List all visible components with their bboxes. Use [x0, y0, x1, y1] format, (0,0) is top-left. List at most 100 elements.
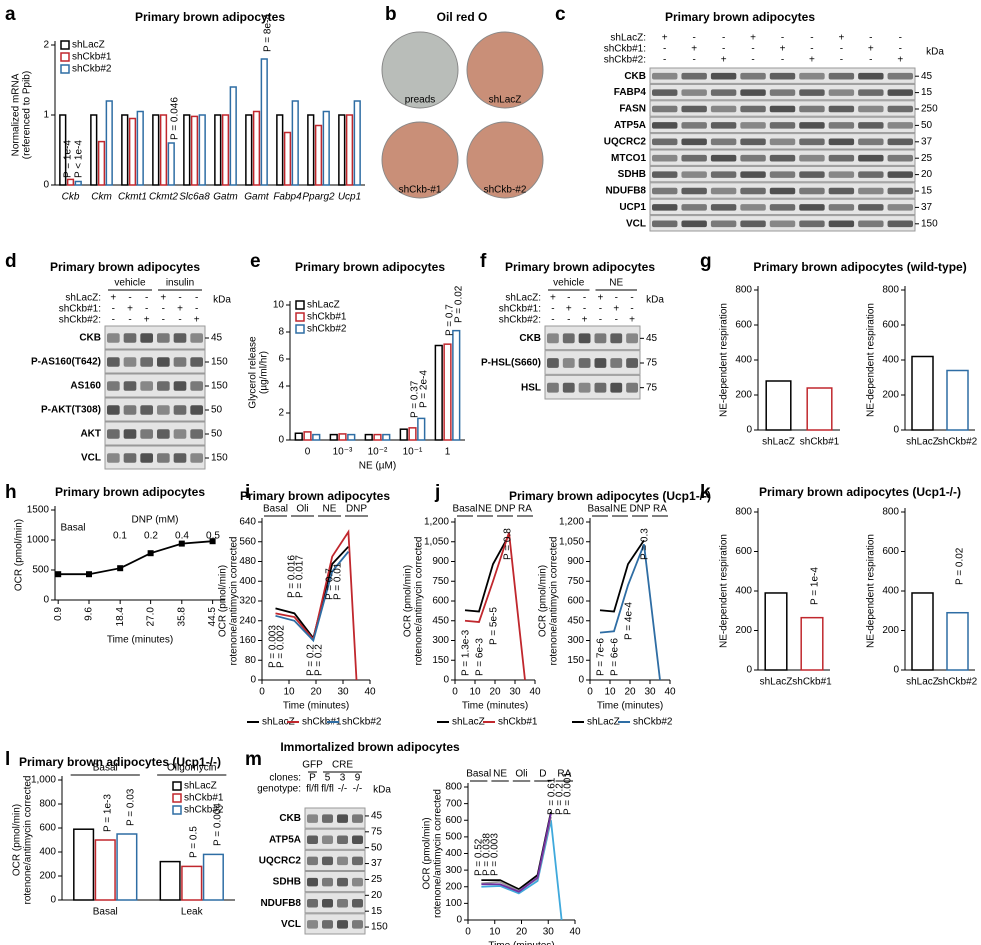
- kda-label: 50: [371, 842, 383, 853]
- line: [481, 820, 563, 921]
- x-tick-label: 20: [489, 687, 501, 698]
- blot-band: [681, 187, 707, 195]
- annotation: P = 4e-4: [624, 602, 635, 640]
- blot-band: [858, 204, 884, 211]
- x-axis-label: Time (minutes): [488, 941, 554, 945]
- blot-band: [740, 171, 766, 178]
- y-tick-label: 1,200: [424, 517, 449, 528]
- y-tick-label: 500: [445, 832, 462, 843]
- blot-band: [123, 453, 137, 463]
- y-tick-label: 0: [893, 665, 899, 676]
- panel-letter: b: [385, 4, 397, 25]
- legend-swatch: [295, 324, 305, 334]
- y-tick-label: 0: [250, 675, 256, 686]
- annotation: P = 6e-3: [475, 638, 486, 676]
- blot-band: [157, 333, 170, 343]
- lane-cell: -: [840, 44, 843, 55]
- blot-band: [652, 122, 678, 129]
- y-tick-label: 800: [882, 285, 899, 296]
- blot-band: [887, 89, 913, 96]
- y-axis-label: OCR (pmol/min): [422, 817, 433, 889]
- legend-label: shCkb#2: [342, 717, 382, 728]
- panel-letter: h: [5, 482, 17, 503]
- blot-band: [190, 381, 203, 391]
- x-tick-label: 10: [283, 687, 295, 698]
- lane-cell: -: [810, 33, 813, 44]
- row-label: shCkb#1:: [604, 44, 646, 55]
- blot-band: [352, 835, 363, 844]
- x-tick-label: Gatm: [213, 192, 237, 203]
- legend-label: shCkb#2: [307, 324, 347, 335]
- annotation: P = 0.5: [189, 826, 200, 858]
- blot-band: [710, 72, 737, 80]
- x-tick-label: shLacZ: [906, 677, 939, 688]
- band-label: MTCO1: [611, 153, 646, 164]
- phase-label: RA: [653, 504, 667, 515]
- y-tick-label: 400: [735, 355, 752, 366]
- chart-title: Primary brown adipocytes (Ucp1-/-): [509, 489, 711, 503]
- lane-cell: -: [751, 44, 754, 55]
- band-label: CKB: [279, 813, 301, 824]
- y-tick-label: 0: [746, 425, 752, 436]
- bar: [97, 140, 106, 186]
- y-axis-label: rotenone/antimycin corrected: [414, 537, 425, 666]
- legend-swatch: [60, 64, 70, 74]
- x-tick-label: Ckmt2: [149, 192, 178, 203]
- x-tick-label: 1: [445, 447, 451, 458]
- well: [466, 31, 544, 109]
- blot-band: [828, 138, 855, 146]
- lane-cell: -: [162, 315, 165, 326]
- bar: [307, 114, 315, 186]
- x-tick-label: 18.4: [115, 607, 126, 627]
- blot-band: [710, 154, 737, 162]
- y-tick-label: 800: [735, 285, 752, 296]
- blot-band: [337, 899, 348, 908]
- lane-cell: +: [897, 55, 903, 66]
- kda-label: 45: [921, 71, 933, 82]
- x-tick-label: 0: [587, 687, 593, 698]
- blot-strip: [304, 913, 366, 935]
- blot-band: [858, 105, 884, 113]
- annotation: 0.1: [113, 531, 127, 542]
- blot-band: [740, 72, 766, 80]
- lane-cell: +: [127, 304, 133, 315]
- lane-cell: +: [613, 304, 619, 315]
- y-tick-label: 600: [567, 596, 584, 607]
- y-tick-label: 150: [432, 655, 449, 666]
- lane-cell: +: [582, 315, 588, 326]
- band-label: NDUFB8: [260, 898, 301, 909]
- x-tick-label: 0: [452, 687, 458, 698]
- blot-band: [858, 187, 884, 195]
- kda-label: 20: [371, 890, 383, 901]
- band-label: CKB: [624, 71, 646, 82]
- blot-band: [562, 382, 575, 393]
- legend-label: shCkb#2: [633, 717, 673, 728]
- bar: [373, 433, 382, 441]
- lane-cell: +: [691, 44, 697, 55]
- annotation: P = 0.2: [306, 644, 317, 676]
- blot-band: [307, 899, 318, 908]
- x-tick-label: shCkb#2: [938, 437, 978, 448]
- y-tick-label: 200: [445, 881, 462, 892]
- blot-band: [799, 72, 825, 80]
- row-label: genotype:: [257, 784, 301, 795]
- blot-band: [828, 154, 855, 162]
- x-tick-label: Ckmt1: [118, 192, 147, 203]
- y-tick-label: 640: [239, 517, 256, 528]
- bar: [294, 432, 303, 441]
- lane-cell: +: [597, 293, 603, 304]
- band-label: AS160: [70, 381, 101, 392]
- lane-cell: -: [810, 44, 813, 55]
- phase-label: DNP: [494, 504, 515, 515]
- blot-band: [740, 105, 766, 113]
- band-label: SDHB: [273, 877, 301, 888]
- x-tick-label: Gamt: [244, 192, 270, 203]
- line: [275, 529, 358, 681]
- blot-band: [578, 382, 591, 393]
- y-tick-label: 400: [735, 586, 752, 597]
- bar: [214, 114, 222, 186]
- group-label: vehicle: [114, 278, 146, 289]
- blot-band: [337, 814, 348, 823]
- x-tick-label: 30: [644, 687, 656, 698]
- lane-cell: fl/fl: [306, 784, 319, 795]
